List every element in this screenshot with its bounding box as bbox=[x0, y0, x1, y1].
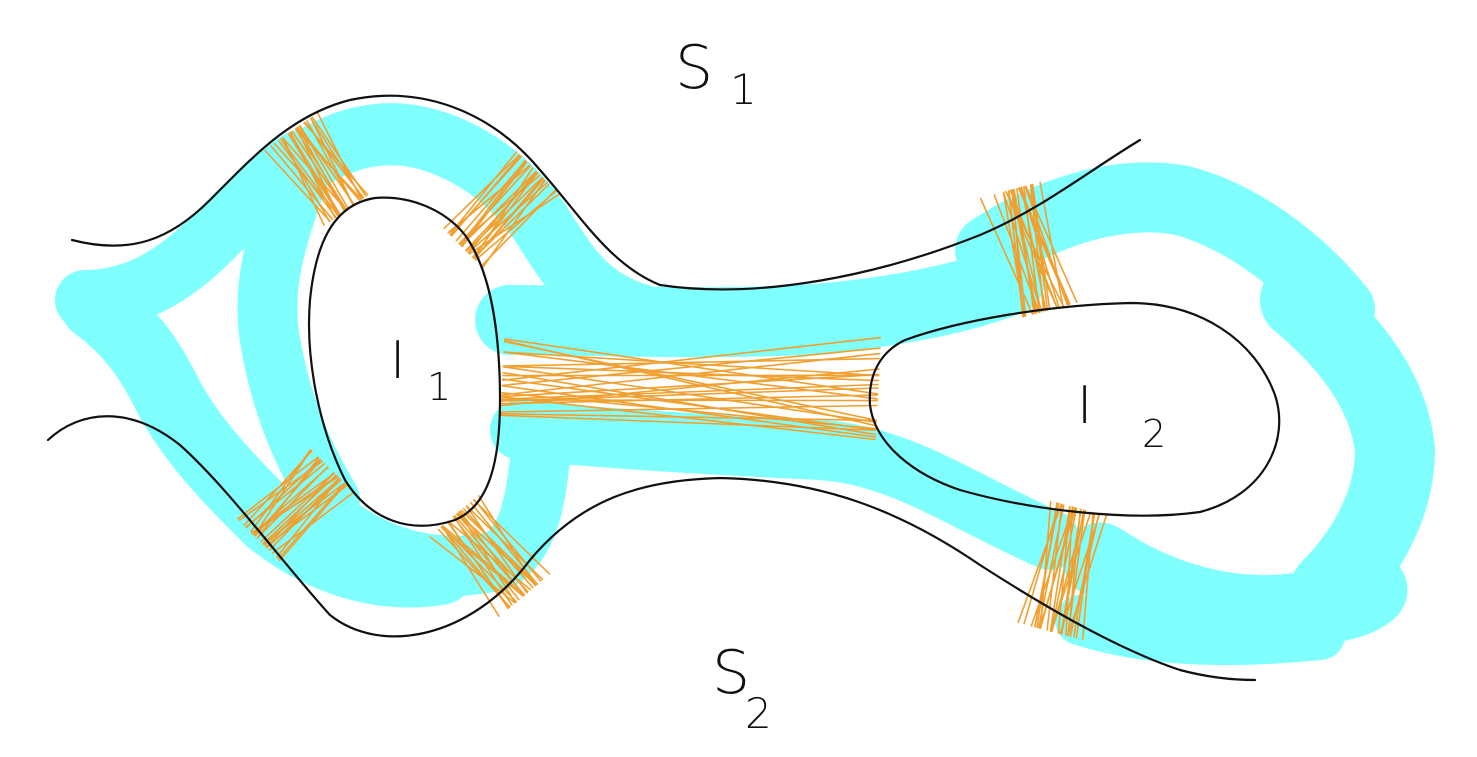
region-labels: S 1 S 2 I 1 I 2 bbox=[390, 33, 1166, 738]
label-i2-letter: I bbox=[1077, 376, 1092, 436]
label-s2-sub: 2 bbox=[745, 689, 772, 738]
river-right-around-i2 bbox=[1260, 260, 1435, 630]
island-i1-outline bbox=[307, 196, 502, 527]
south-bank-line bbox=[46, 415, 1257, 682]
bridges bbox=[237, 112, 1107, 641]
bridge-i1-south-west bbox=[237, 448, 355, 562]
label-s1-sub: 1 bbox=[730, 65, 757, 114]
river-center bbox=[475, 245, 1045, 358]
label-s1: S 1 bbox=[675, 33, 757, 114]
river-center-lower bbox=[490, 400, 1080, 570]
label-i2-sub: 2 bbox=[1142, 412, 1166, 456]
label-i2: I 2 bbox=[1077, 376, 1166, 456]
label-i1-letter: I bbox=[390, 331, 405, 391]
river-bottom-around-i1 bbox=[300, 430, 570, 596]
bridge-i2-south bbox=[1017, 500, 1107, 641]
label-s2: S 2 bbox=[712, 638, 772, 738]
island-i2-outline bbox=[868, 301, 1281, 517]
label-i1: I 1 bbox=[390, 331, 451, 409]
bridge-i2-north bbox=[979, 181, 1078, 318]
label-i1-sub: 1 bbox=[427, 365, 451, 409]
north-bank-line bbox=[70, 94, 1142, 291]
river-left-side-i1 bbox=[237, 140, 360, 530]
bridge-i1-north-west bbox=[264, 112, 369, 226]
islands bbox=[307, 196, 1281, 527]
river bbox=[55, 103, 1435, 665]
label-s1-letter: S bbox=[675, 33, 713, 103]
river-bottom-around-i2 bbox=[1062, 522, 1408, 650]
river-bottom-tail bbox=[1055, 595, 1345, 665]
bridge-i1-i2 bbox=[500, 336, 882, 441]
river-top-around-i1 bbox=[259, 103, 671, 346]
riverbanks bbox=[46, 94, 1257, 682]
bridge-i1-north-east bbox=[443, 151, 560, 268]
label-s2-letter: S bbox=[712, 638, 750, 708]
